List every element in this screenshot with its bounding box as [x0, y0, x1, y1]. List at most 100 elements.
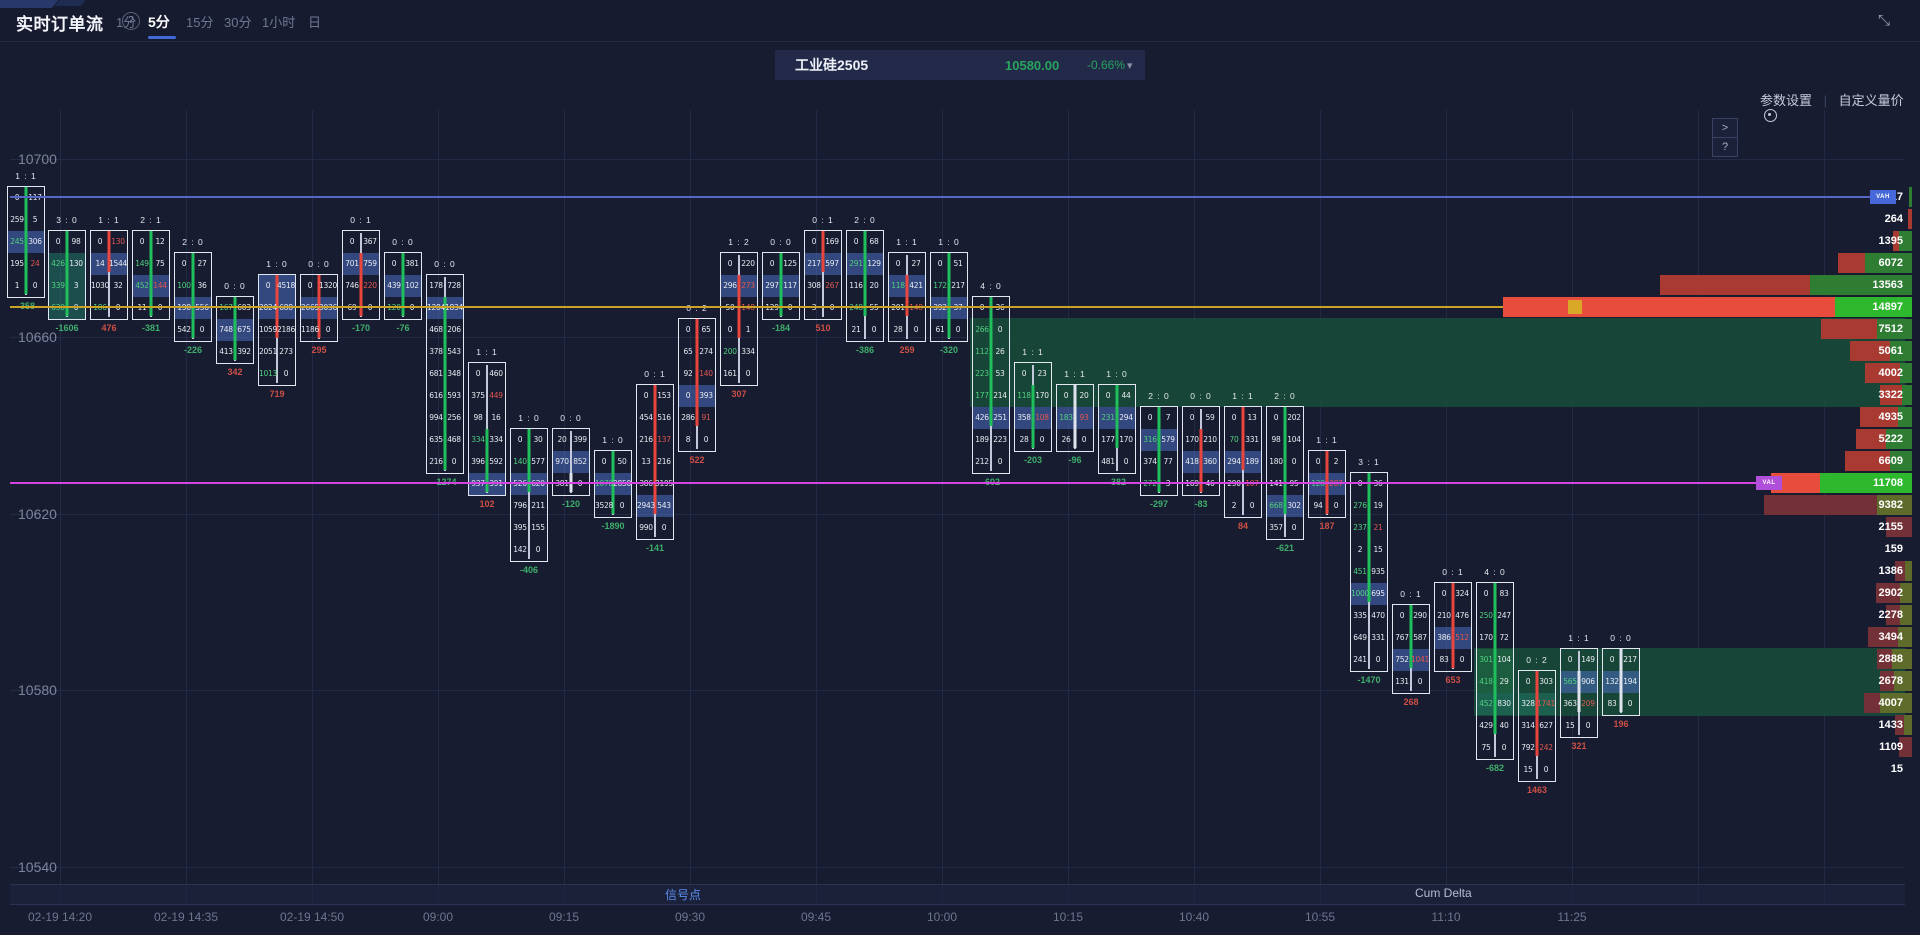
- bid-volume: 0: [769, 259, 775, 268]
- footprint-candle[interactable]: 0 : 1 0 324 210 476 386 512 83 0 653: [1434, 567, 1472, 685]
- footprint-cell-row: 245 306: [8, 231, 44, 253]
- ask-volume: 0: [871, 325, 877, 334]
- footprint-candle[interactable]: 3 : 009842613033936300-1606: [48, 215, 86, 333]
- bid-volume: 378: [429, 347, 443, 356]
- tab-5分[interactable]: 5分: [148, 14, 170, 30]
- imbalance-ratio-label: 0 : 2: [1526, 655, 1548, 665]
- bid-volume: 418: [1185, 457, 1199, 466]
- ask-volume: 217: [1623, 655, 1637, 664]
- bid-volume: 301: [1479, 655, 1493, 664]
- footprint-candle[interactable]: 1 : 1027118421201148280259: [888, 237, 926, 355]
- imbalance-ratio-label: 0 : 0: [434, 259, 456, 269]
- footprint-candle[interactable]: 1 : 2022029627350148012003341610307: [720, 237, 758, 399]
- footprint-candle[interactable]: 2 : 007316579374772723-297: [1140, 391, 1178, 509]
- ask-volume: 1544: [109, 259, 127, 268]
- footprint-candle[interactable]: 1 : 00301405775266207962113951551420-406: [510, 413, 548, 575]
- bid-volume: 65: [683, 347, 693, 356]
- footprint-candle[interactable]: 0 : 10367701759746220690-170: [342, 215, 380, 333]
- profile-bid-bar: [1895, 715, 1904, 735]
- footprint-candle[interactable]: 3 : 103627619237212154519351000695335470…: [1350, 457, 1388, 685]
- bid-volume: 186: [91, 297, 109, 319]
- footprint-candle[interactable]: 2 : 0 0 68 291 129 116 20 24855 21 0 -386: [846, 215, 884, 355]
- collapse-icon[interactable]: ⤡: [1878, 12, 1891, 29]
- ask-volume: 516: [657, 413, 671, 422]
- side-button-?[interactable]: ?: [1712, 137, 1738, 157]
- param-settings-button[interactable]: 参数设置: [1760, 93, 1813, 108]
- help-icon[interactable]: ?: [122, 12, 140, 30]
- candle-delta-label: 476: [101, 323, 117, 333]
- time-axis-label: 10:40: [1178, 910, 1210, 924]
- candle-body-line: [485, 429, 489, 492]
- ask-volume: 688: [277, 297, 295, 319]
- ask-volume: 0: [1585, 721, 1591, 730]
- tab-1分[interactable]: 1分: [116, 15, 137, 30]
- footprint-candle[interactable]: 1 : 005117221739237610-320: [930, 237, 968, 355]
- tab-1小时[interactable]: 1小时: [262, 15, 296, 30]
- profile-ask-bar: [1835, 297, 1912, 317]
- bid-volume: 0: [1483, 589, 1489, 598]
- profile-ask-bar: [1905, 561, 1912, 581]
- footprint-cell-row: 452 830: [1477, 693, 1513, 715]
- footprint-candle[interactable]: 1 : 1013703312941892901072084: [1224, 391, 1262, 531]
- footprint-candle[interactable]: 0 : 017872812841834468206378543681348616…: [426, 259, 464, 487]
- footprint-candle[interactable]: 2 : 0027100361985565420-226: [174, 237, 212, 355]
- ask-volume: 906: [1581, 677, 1595, 686]
- footprint-candle[interactable]: 0 : 0013202665303611860295: [300, 259, 338, 355]
- cum-delta-panel-label[interactable]: Cum Delta: [1415, 886, 1472, 900]
- ask-volume: 290: [1413, 611, 1427, 620]
- footprint-candle[interactable]: 1 : 004518202468810592186205127310130719: [258, 259, 296, 399]
- footprint-cell-row: 0 460: [469, 363, 505, 385]
- footprint-candle[interactable]: 1 : 102128287940187: [1308, 435, 1346, 531]
- footprint-candle[interactable]: 0 : 2 0 65 65 274 92 140 0 393 286 91 8 0 522: [678, 303, 716, 465]
- footprint-cell-row: 75 0: [1477, 737, 1513, 759]
- bid-volume: 374: [1143, 457, 1157, 466]
- info-circle-icon[interactable]: [1764, 109, 1777, 122]
- footprint-candle[interactable]: 0 : 001252971171290-184: [762, 237, 800, 333]
- ask-volume: 223: [993, 435, 1007, 444]
- bid-volume: 339: [51, 281, 65, 290]
- bid-volume: 1: [14, 281, 20, 290]
- footprint-candle[interactable]: 0 : 0203999708523810-120: [552, 413, 590, 509]
- footprint-candle[interactable]: 0 : 0 0 217 132 194 83 0 196: [1602, 633, 1640, 729]
- footprint-candle[interactable]: 0 : 003814391021200-76: [384, 237, 422, 333]
- footprint-candle[interactable]: 4 : 0 0 83 250 247 170 72 301 104 418 29 452 830 429 4…: [1476, 567, 1514, 773]
- ask-volume: 15: [1373, 545, 1383, 554]
- footprint-candle[interactable]: 1 : 1 0 149 565 906 363 209 15 0 321: [1560, 633, 1598, 751]
- footprint-candle[interactable]: 1 : 1 0 20 183 93 26 0 -96: [1056, 369, 1094, 465]
- footprint-candle[interactable]: 1 : 00501078285035280-1890: [594, 435, 632, 531]
- imbalance-ratio-label: 4 : 0: [980, 281, 1002, 291]
- ask-volume: 0: [661, 523, 667, 532]
- footprint-candle[interactable]: 0 : 1 0 290 767 587 752 1041 131 0 268: [1392, 589, 1430, 707]
- bid-volume: 250: [1479, 611, 1493, 620]
- instrument-selector[interactable]: 工业硅2505 10580.00 -0.66% ▾: [775, 50, 1145, 80]
- footprint-cell-row: 413 392: [217, 341, 253, 363]
- tab-15分[interactable]: 15分: [186, 15, 214, 30]
- side-button->[interactable]: >: [1712, 118, 1738, 138]
- candle-delta-label: -141: [645, 543, 664, 553]
- footprint-cell-row: 0 51: [931, 253, 967, 275]
- tab-30分[interactable]: 30分: [224, 15, 252, 30]
- footprint-candle[interactable]: 1 : 104603754499816334334396592937391102: [468, 347, 506, 509]
- bid-volume: 418: [1479, 677, 1493, 686]
- vertical-gridline: [312, 110, 313, 903]
- footprint-candle[interactable]: 4 : 003626601122622353177214426251189223…: [972, 281, 1010, 487]
- footprint-cell-row: 2051 273: [259, 341, 295, 363]
- footprint-candle[interactable]: 0 : 2 0 303 328 1741 314 627 792 242 15 0 1463: [1518, 655, 1556, 795]
- ask-volume: 2: [1333, 457, 1339, 466]
- ask-volume: 597: [825, 259, 839, 268]
- footprint-candle[interactable]: 1 : 1 0 23 118 170 358 108 28 0 -203: [1014, 347, 1052, 465]
- footprint-candle[interactable]: 2 : 00202981041800141956683023570-621: [1266, 391, 1304, 553]
- custom-volume-button[interactable]: 自定义量价: [1838, 93, 1904, 108]
- footprint-candle[interactable]: 0 : 101534545162161371321638631952943543…: [636, 369, 674, 553]
- footprint-candle[interactable]: 1 : 101301415441030321860476: [90, 215, 128, 333]
- footprint-cell-row: 970 852: [553, 451, 589, 473]
- ask-volume: 209: [1581, 699, 1595, 708]
- ask-volume: 0: [955, 325, 961, 334]
- footprint-candle[interactable]: 1 : 1011725952453061952410-358: [7, 171, 45, 311]
- tab-日[interactable]: 日: [308, 15, 322, 30]
- signal-panel-label[interactable]: 信号点: [665, 888, 702, 902]
- bid-volume: 100: [177, 281, 191, 290]
